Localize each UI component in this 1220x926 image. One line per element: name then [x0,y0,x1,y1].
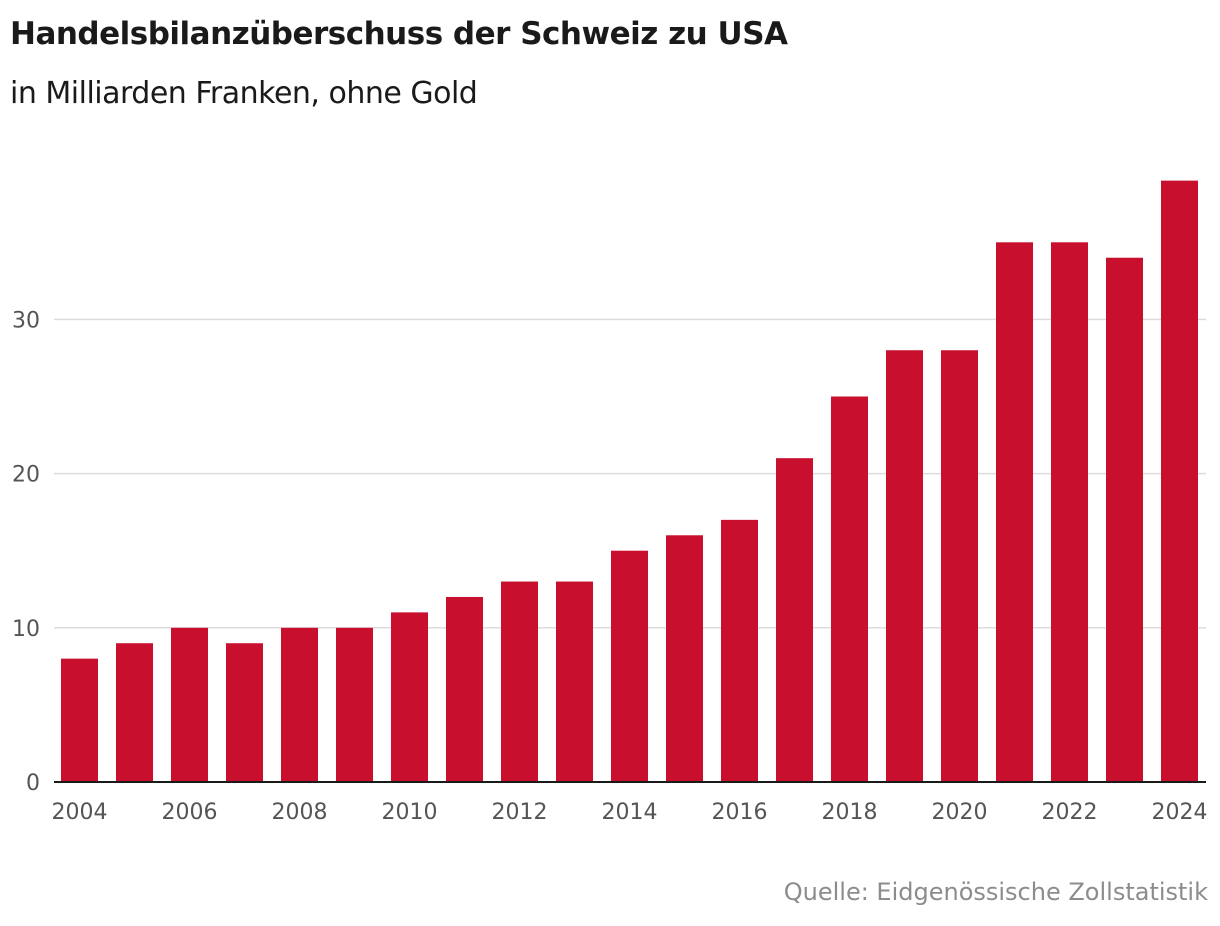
bar-2010 [391,612,428,782]
bar-2007 [226,643,263,782]
bar-2005 [116,643,153,782]
y-tick-label-20: 20 [12,463,40,488]
bar-2018 [831,396,868,782]
bar-2004 [61,658,98,782]
chart-subtitle: in Milliarden Franken, ohne Gold [10,76,478,111]
x-axis-ticks: 2004 2006 2008 2010 2012 2014 2016 2018 2020 2022… [52,800,1208,825]
bar-2022 [1051,242,1088,783]
bar-2006 [171,627,208,782]
x-tick-label-2024: 2024 [1152,800,1208,825]
bar-2011 [446,596,483,782]
source-note: Quelle: Eidgenössische Zollstatistik [783,878,1208,906]
x-tick-label-2022: 2022 [1042,800,1098,825]
bar-2014 [611,550,648,782]
y-tick-label-0: 0 [26,771,40,796]
bar-2009 [336,627,373,782]
x-tick-label-2004: 2004 [52,800,108,825]
bar-2024 [1161,180,1198,782]
bar-2017 [776,458,813,782]
y-tick-label-10: 10 [12,617,40,642]
bar-2020 [941,350,978,782]
x-tick-label-2006: 2006 [162,800,218,825]
bar-2021 [996,242,1033,783]
bar-2012 [501,581,538,782]
bar-2008 [281,627,318,782]
x-tick-label-2016: 2016 [712,800,768,825]
bar-2023 [1106,257,1143,783]
x-tick-label-2008: 2008 [272,800,328,825]
x-tick-label-2018: 2018 [822,800,878,825]
chart-title: Handelsbilanzüberschuss der Schweiz zu U… [10,16,788,52]
x-tick-label-2014: 2014 [602,800,658,825]
bar-chart: 0 10 20 30 2004 2006 2008 2010 2012 2014 2016 2018… [12,180,1208,825]
x-tick-label-2012: 2012 [492,800,548,825]
y-tick-label-30: 30 [12,308,40,333]
x-tick-label-2010: 2010 [382,800,438,825]
bar-2013 [556,581,593,782]
bar-2016 [721,519,758,782]
bar-2019 [886,350,923,782]
x-tick-label-2020: 2020 [932,800,988,825]
bar-2015 [666,535,703,782]
bars [61,180,1198,783]
y-axis-ticks: 0 10 20 30 [12,308,40,796]
